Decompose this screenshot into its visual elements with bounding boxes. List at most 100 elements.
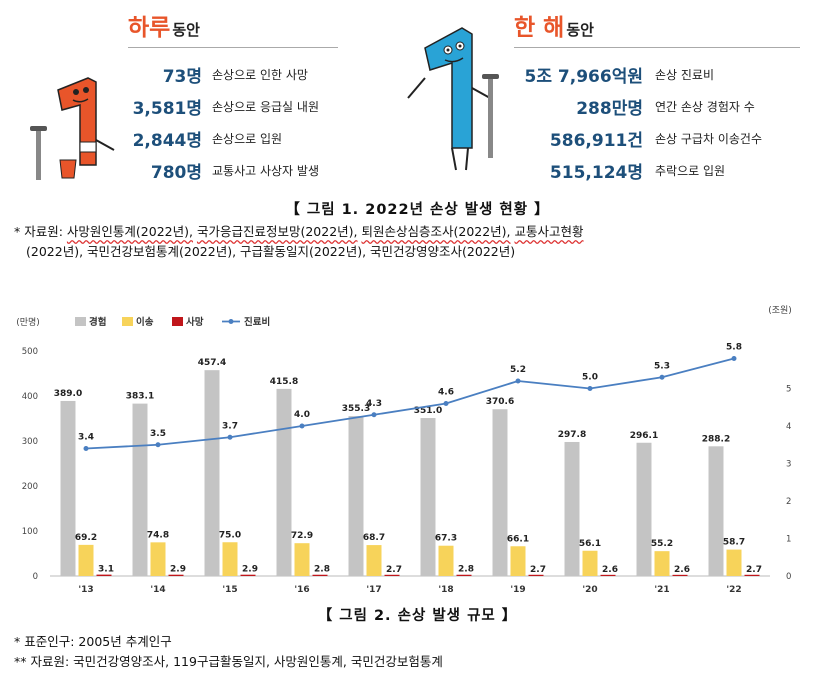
year-stat-row: 288만명 연간 손상 경험자 수 bbox=[505, 90, 755, 122]
bar-이송 bbox=[654, 551, 670, 576]
line-data-label: 4.6 bbox=[438, 388, 454, 398]
figure2-note-population: * 표준인구: 2005년 추계인구 bbox=[14, 634, 172, 649]
data-label-사망: 2.8 bbox=[458, 565, 474, 575]
left-axis-unit: (만명) bbox=[16, 317, 40, 328]
stat-value: 2,844명 bbox=[132, 130, 202, 151]
year-panel-title: 한 해 동안 bbox=[514, 8, 594, 42]
line-point bbox=[155, 442, 161, 448]
day-stat-row: 73명 손상으로 인한 사망 bbox=[100, 58, 308, 90]
stat-description: 손상으로 응급실 내원 bbox=[212, 99, 319, 114]
bar-경험 bbox=[132, 403, 148, 576]
day-mascot-illustration bbox=[30, 77, 115, 180]
bar-경험 bbox=[708, 446, 724, 576]
x-axis-tick: '21 bbox=[654, 585, 669, 595]
line-data-label: 5.2 bbox=[510, 365, 526, 375]
day-stat-row: 780명 교통사고 사상자 발생 bbox=[100, 154, 319, 186]
right-axis-tick: 0 bbox=[786, 572, 791, 582]
data-label-이송: 58.7 bbox=[723, 538, 745, 548]
legend-label: 이송 bbox=[136, 316, 154, 328]
left-axis-tick: 0 bbox=[33, 572, 38, 582]
right-axis-unit: (조원) bbox=[768, 305, 792, 316]
legend-label: 사망 bbox=[186, 316, 204, 328]
day-title-text: 하루 bbox=[128, 15, 171, 41]
data-label-이송: 66.1 bbox=[507, 534, 529, 544]
legend-swatch bbox=[172, 317, 183, 326]
data-label-경험: 383.1 bbox=[126, 392, 154, 402]
legend-label: 진료비 bbox=[244, 316, 270, 328]
crutch-icon bbox=[482, 74, 499, 158]
stat-description: 교통사고 사상자 발생 bbox=[212, 163, 319, 178]
data-label-경험: 457.4 bbox=[198, 358, 226, 368]
stat-value: 5조 7,966억원 bbox=[524, 66, 643, 87]
right-axis-tick: 1 bbox=[786, 535, 791, 545]
bar-경험 bbox=[60, 400, 76, 576]
right-axis-tick: 3 bbox=[786, 460, 791, 470]
line-point bbox=[515, 378, 521, 384]
line-data-label: 5.0 bbox=[582, 373, 598, 383]
line-point bbox=[371, 412, 377, 418]
legend-line-marker bbox=[228, 319, 234, 324]
data-label-경험: 355.3 bbox=[342, 404, 370, 414]
year-mascot-illustration bbox=[407, 27, 499, 171]
source-item: 국가응급진료정보망(2022년), bbox=[196, 224, 358, 239]
line-진료비 bbox=[85, 357, 735, 450]
line-data-label: 3.4 bbox=[78, 433, 94, 443]
line-data-label: 3.7 bbox=[222, 421, 238, 431]
bar-사망 bbox=[600, 574, 616, 576]
data-label-경험: 370.6 bbox=[486, 397, 514, 407]
legend-label: 경험 bbox=[89, 316, 106, 328]
data-label-사망: 2.9 bbox=[170, 565, 186, 575]
right-axis-tick: 4 bbox=[786, 422, 791, 432]
x-axis-tick: '15 bbox=[222, 585, 237, 595]
year-stat-row: 586,911건 손상 구급차 이송건수 bbox=[505, 122, 762, 154]
injury-scale-chart: (만명) (조원) 0 100 200 300 400 500 0 1 2 3 4 5 경험 이송 사망 진료비 3… bbox=[16, 305, 792, 595]
line-point bbox=[227, 434, 233, 440]
data-label-이송: 56.1 bbox=[579, 539, 601, 549]
line-data-label: 3.5 bbox=[150, 429, 166, 439]
x-axis-tick: '22 bbox=[726, 585, 741, 595]
year-stat-row: 515,124명 추락으로 입원 bbox=[505, 154, 725, 186]
figure1-source-note: * 자료원: 사망원인통계(2022년), 국가응급진료정보망(2022년), … bbox=[14, 222, 829, 262]
data-label-경험: 288.2 bbox=[702, 434, 730, 444]
x-axis-tick: '13 bbox=[78, 585, 93, 595]
data-label-이송: 69.2 bbox=[75, 533, 97, 543]
bar-이송 bbox=[366, 545, 382, 576]
bar-사망 bbox=[312, 574, 328, 576]
bar-사망 bbox=[672, 574, 688, 576]
stat-description: 손상 진료비 bbox=[655, 67, 715, 82]
x-axis-tick: '14 bbox=[150, 585, 165, 595]
stat-value: 73명 bbox=[162, 66, 202, 87]
bar-경험 bbox=[276, 388, 292, 576]
x-axis-tick: '18 bbox=[438, 585, 453, 595]
line-data-label: 4.3 bbox=[366, 399, 382, 409]
x-axis-tick: '20 bbox=[582, 585, 597, 595]
data-label-사망: 2.6 bbox=[674, 565, 690, 575]
bar-경험 bbox=[492, 409, 508, 576]
bar-이송 bbox=[222, 542, 238, 576]
source-item: 퇴원손상심층조사(2022년), bbox=[361, 224, 511, 239]
bar-경험 bbox=[636, 442, 652, 576]
line-data-label: 5.8 bbox=[726, 343, 742, 353]
line-point bbox=[299, 423, 305, 429]
figure1-note-line2: (2022년), 국민건강보험통계(2022년), 구급활동일지(2022년),… bbox=[26, 244, 516, 259]
stat-description: 손상 구급차 이송건수 bbox=[655, 131, 762, 146]
data-label-이송: 72.9 bbox=[291, 531, 313, 541]
data-label-사망: 2.7 bbox=[386, 565, 402, 575]
line-data-label: 4.0 bbox=[294, 410, 310, 420]
bar-사망 bbox=[240, 574, 256, 576]
stat-value: 780명 bbox=[150, 162, 202, 183]
stat-description: 손상으로 입원 bbox=[212, 131, 283, 146]
data-label-이송: 55.2 bbox=[651, 539, 673, 549]
day-panel-title: 하루 동안 bbox=[128, 8, 200, 42]
bar-이송 bbox=[510, 546, 526, 576]
data-label-사망: 2.7 bbox=[530, 565, 546, 575]
day-stat-row: 2,844명 손상으로 입원 bbox=[100, 122, 282, 154]
data-label-이송: 67.3 bbox=[435, 534, 457, 544]
bar-사망 bbox=[528, 574, 544, 576]
figure2-caption: 【 그림 2. 손상 발생 규모 】 bbox=[317, 608, 518, 624]
data-label-이송: 75.0 bbox=[219, 530, 241, 540]
figure1-caption: 【 그림 1. 2022년 손상 발생 현황 】 bbox=[285, 202, 550, 218]
bar-사망 bbox=[456, 574, 472, 576]
data-label-사망: 2.9 bbox=[242, 565, 258, 575]
line-point bbox=[659, 374, 665, 380]
